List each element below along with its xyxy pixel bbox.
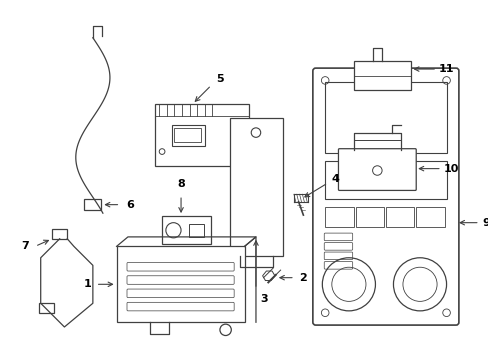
Text: 10: 10	[443, 164, 458, 174]
Bar	[325, 207, 353, 228]
FancyBboxPatch shape	[324, 262, 352, 269]
FancyBboxPatch shape	[324, 252, 352, 260]
FancyBboxPatch shape	[324, 233, 352, 241]
Bar	[250, 128, 255, 141]
Bar	[52, 229, 67, 239]
FancyBboxPatch shape	[312, 68, 458, 325]
Bar	[84, 199, 101, 210]
Bar	[385, 207, 413, 228]
Bar	[188, 224, 203, 237]
Text: 4: 4	[331, 174, 339, 184]
Bar	[39, 303, 54, 313]
Bar	[325, 82, 446, 153]
Bar	[116, 246, 244, 322]
Text: 6: 6	[126, 200, 134, 210]
Bar	[154, 104, 249, 166]
FancyBboxPatch shape	[127, 262, 234, 271]
Text: 1: 1	[84, 279, 92, 289]
FancyBboxPatch shape	[127, 302, 234, 311]
Bar	[174, 128, 201, 142]
Text: 2: 2	[298, 273, 306, 283]
FancyBboxPatch shape	[127, 289, 234, 298]
Text: 8: 8	[177, 180, 184, 189]
Text: 3: 3	[260, 294, 268, 304]
Text: 7: 7	[21, 241, 29, 251]
Text: 5: 5	[216, 75, 224, 85]
FancyBboxPatch shape	[171, 125, 204, 146]
Bar	[162, 216, 211, 244]
Text: 9: 9	[482, 218, 488, 228]
Text: 11: 11	[438, 64, 453, 74]
Bar	[230, 118, 282, 256]
Bar	[415, 207, 444, 228]
FancyBboxPatch shape	[338, 149, 415, 190]
Bar	[353, 62, 410, 90]
Bar	[355, 207, 383, 228]
FancyBboxPatch shape	[324, 243, 352, 250]
FancyBboxPatch shape	[247, 125, 256, 146]
Bar	[325, 161, 446, 199]
FancyBboxPatch shape	[127, 276, 234, 284]
